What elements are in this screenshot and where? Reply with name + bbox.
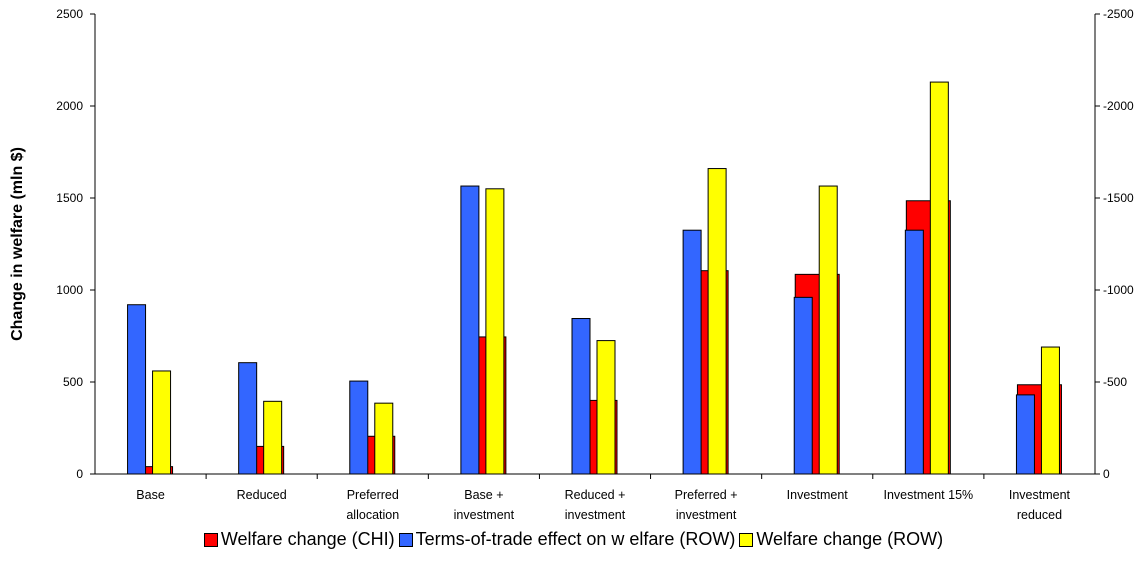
bar-terms-of-trade-row [571, 318, 591, 475]
bar-welfare-row [374, 402, 394, 475]
legend-item: Welfare change (ROW) [739, 529, 943, 550]
left-tick-label: 500 [63, 375, 83, 389]
legend-item: Terms-of-trade effect on w elfare (ROW) [398, 529, 736, 550]
bar-welfare-row [485, 188, 505, 475]
bar-terms-of-trade-row [349, 380, 369, 475]
right-tick-label: 0 [1103, 467, 1110, 481]
category-labels: Base Reduced Preferred allocation Base + inve… [136, 474, 1071, 522]
left-tick-label: 1500 [56, 191, 83, 205]
y-axis-label: Change in welfare (mln $) [9, 147, 26, 341]
category-label: Investment 15% [884, 488, 974, 502]
left-tick-label: 0 [76, 467, 83, 481]
category-label: Base [136, 488, 165, 502]
legend-label: Welfare change (ROW) [756, 529, 944, 549]
bar-terms-of-trade-row [460, 185, 480, 475]
left-tick-label: 1000 [56, 283, 83, 297]
bar-welfare-row [818, 185, 838, 475]
left-tick-label: 2000 [56, 99, 83, 113]
legend: Welfare change (CHI) Terms-of-trade effec… [0, 529, 1147, 552]
category-label: Preferred allocation [346, 488, 399, 522]
bar-welfare-row [596, 340, 616, 475]
bar-welfare-row [263, 400, 283, 475]
legend-swatch [398, 532, 413, 547]
bar-welfare-row [707, 168, 727, 475]
bar-terms-of-trade-row [238, 362, 258, 475]
category-label: Investment reduced [1009, 488, 1071, 522]
right-y-ticks: 0 -500 -1000 -1500 -2000 -2500 [1095, 7, 1134, 481]
category-label: Preferred + investment [675, 488, 738, 522]
right-tick-label: -1000 [1103, 283, 1134, 297]
category-label: Base + investment [454, 488, 515, 522]
category-label: Reduced [237, 488, 287, 502]
right-tick-label: -2000 [1103, 99, 1134, 113]
legend-label: Terms-of-trade effect on w elfare (ROW) [415, 529, 736, 549]
bar-terms-of-trade-row [1015, 394, 1035, 475]
bar-welfare-row [1040, 346, 1060, 475]
category-label: Investment [787, 488, 849, 502]
legend-label: Welfare change (CHI) [220, 529, 395, 549]
right-tick-label: -500 [1103, 375, 1127, 389]
bar-terms-of-trade-row [904, 229, 924, 475]
legend-swatch [203, 532, 218, 547]
category-label: Reduced + investment [565, 488, 626, 522]
bar-terms-of-trade-row [127, 304, 147, 475]
bar-welfare-row [152, 370, 172, 475]
legend-item: Welfare change (CHI) [203, 529, 395, 550]
bar-terms-of-trade-row [793, 296, 813, 475]
bars [127, 81, 1062, 475]
right-tick-label: -2500 [1103, 7, 1134, 21]
left-tick-label: 2500 [56, 7, 83, 21]
right-tick-label: -1500 [1103, 191, 1134, 205]
left-y-ticks: 0 500 1000 1500 2000 2500 [56, 7, 95, 481]
bar-terms-of-trade-row [682, 229, 702, 475]
bar-welfare-row [929, 81, 949, 475]
legend-swatch [739, 532, 754, 547]
